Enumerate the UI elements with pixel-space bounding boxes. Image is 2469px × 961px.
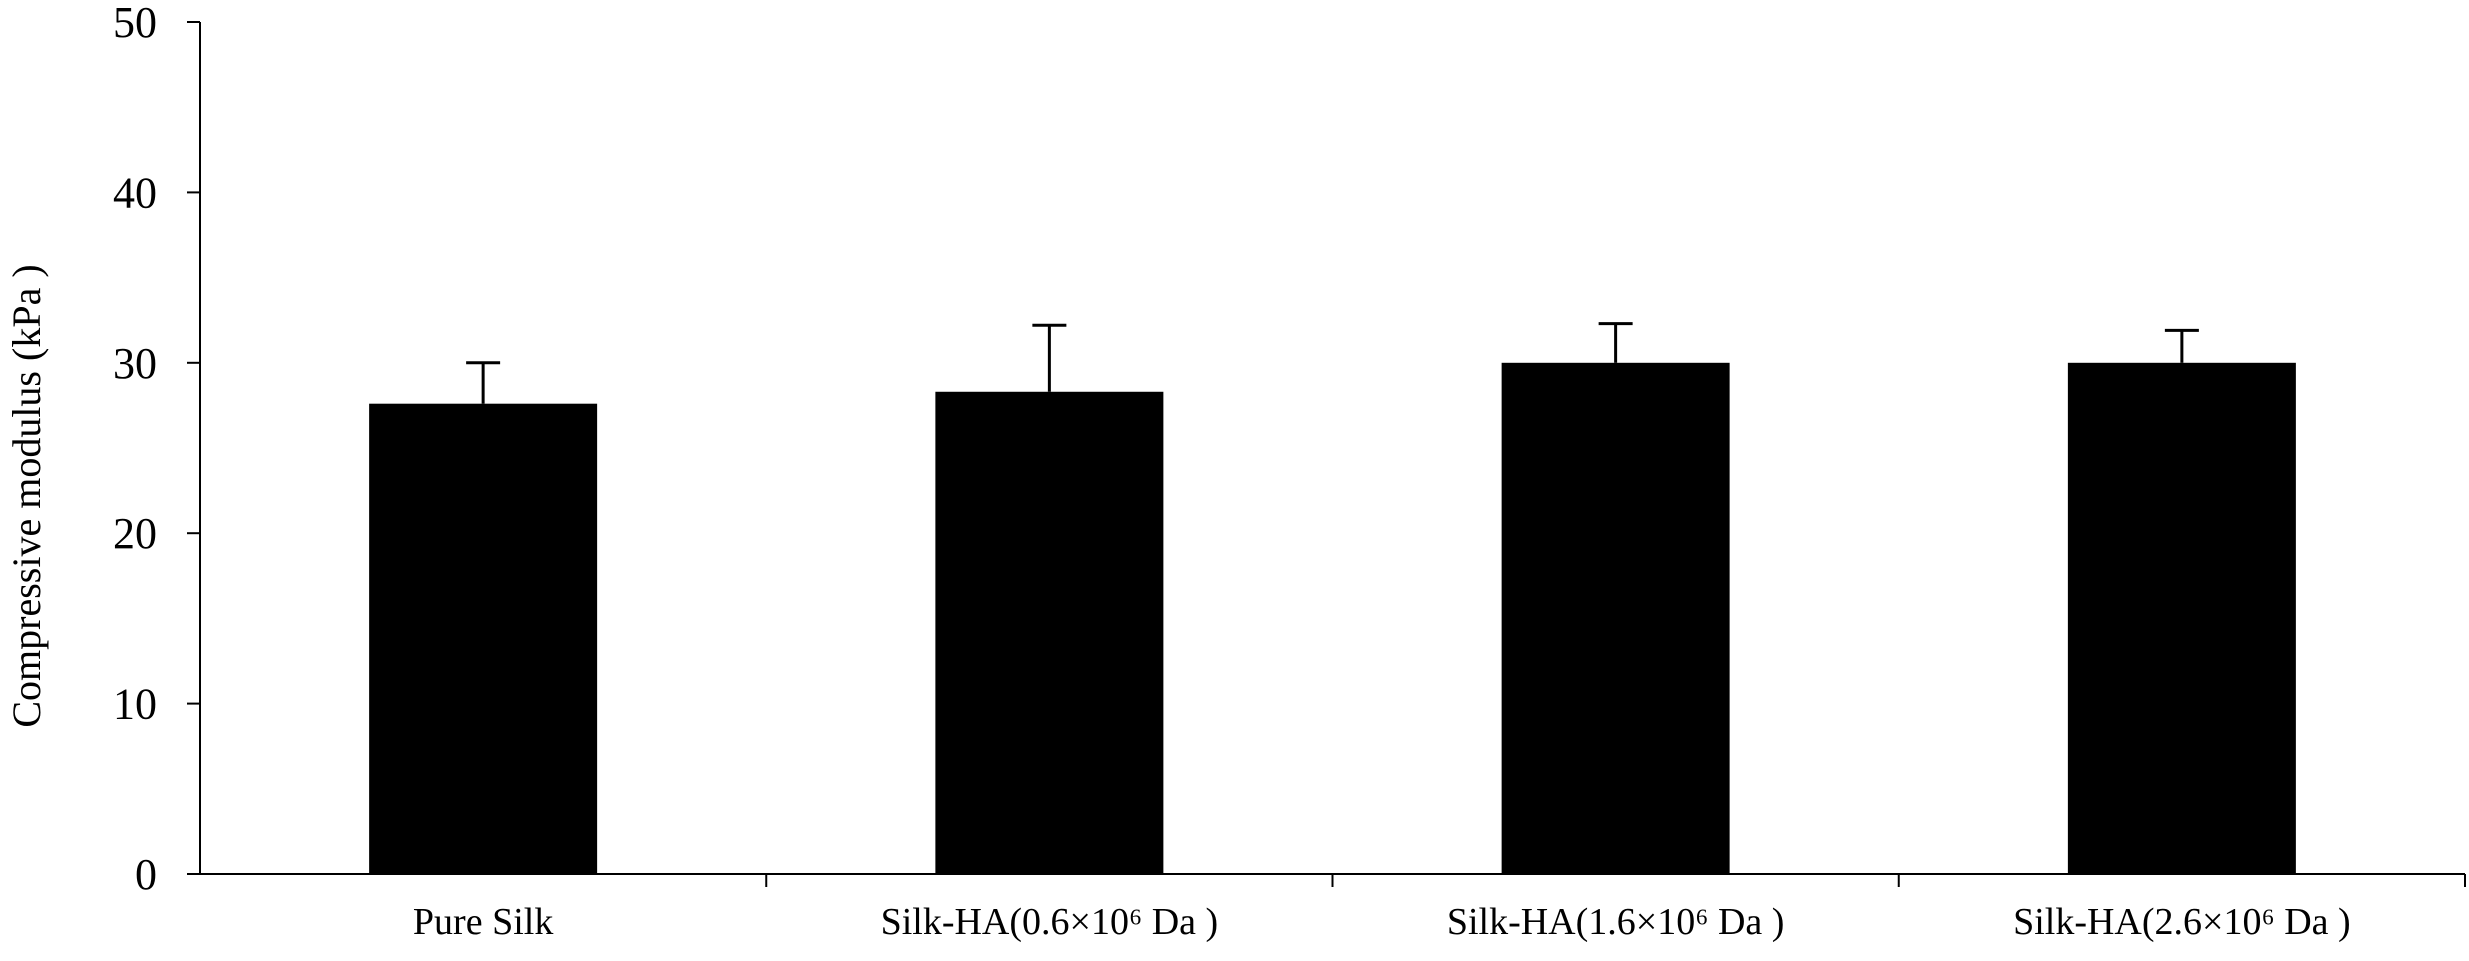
y-axis-ticks: 0 10 20 30 40 50 xyxy=(113,0,200,899)
bar xyxy=(369,403,598,874)
y-tick-label: 10 xyxy=(113,680,157,729)
y-tick-label: 20 xyxy=(113,509,157,558)
bar xyxy=(1501,362,1730,874)
y-tick-label: 50 xyxy=(113,0,157,47)
error-bars xyxy=(466,322,2199,404)
bar xyxy=(2067,362,2296,874)
x-tick-label: Pure Silk xyxy=(413,901,553,943)
x-tick-label: Silk-HA(0.6×10⁶ Da ) xyxy=(881,901,1219,943)
y-axis-label: Compressive modulus (kPa ) xyxy=(4,264,49,727)
y-tick-label: 0 xyxy=(135,850,157,899)
bars xyxy=(369,362,2296,874)
bar xyxy=(935,391,1164,874)
x-tick-label: Silk-HA(1.6×10⁶ Da ) xyxy=(1447,901,1785,943)
y-tick-label: 30 xyxy=(113,339,157,388)
y-tick-label: 40 xyxy=(113,168,157,217)
x-tick-label: Silk-HA(2.6×10⁶ Da ) xyxy=(2013,901,2351,943)
x-axis-ticks: Pure Silk Silk-HA(0.6×10⁶ Da ) Silk-HA(1.6… xyxy=(413,874,2466,943)
